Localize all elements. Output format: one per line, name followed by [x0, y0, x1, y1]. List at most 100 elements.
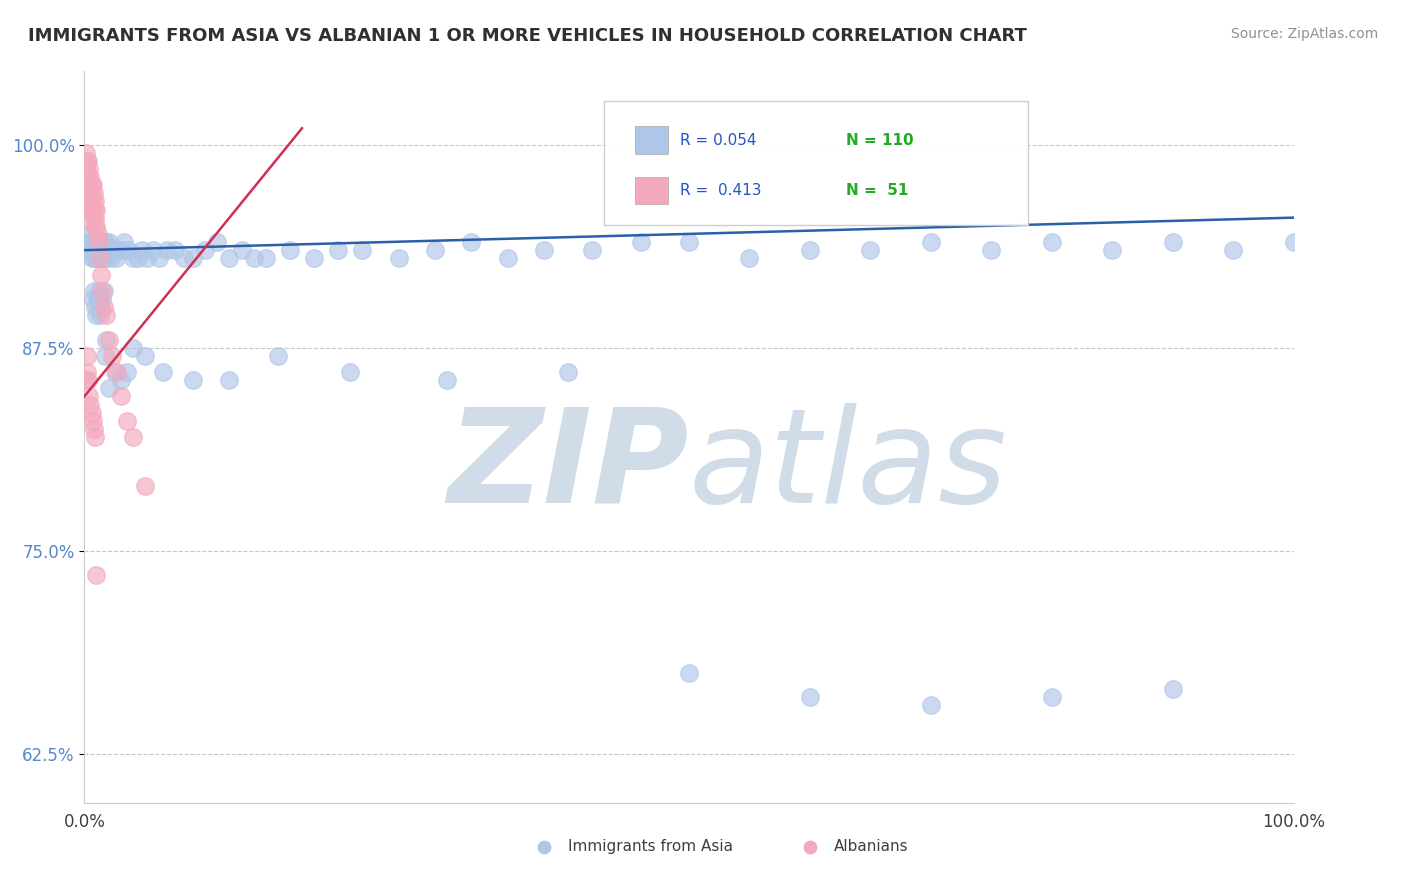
Point	[91, 284, 114, 298]
Point	[1040, 690, 1063, 705]
Point	[84, 300, 107, 314]
Point	[218, 252, 240, 266]
Point	[98, 243, 121, 257]
Point	[1222, 243, 1244, 257]
Point	[1161, 681, 1184, 696]
Point	[920, 235, 942, 249]
Point	[94, 243, 117, 257]
FancyBboxPatch shape	[605, 101, 1028, 225]
Point	[87, 284, 110, 298]
Point	[83, 422, 105, 436]
Point	[127, 252, 149, 266]
Point	[89, 252, 111, 266]
Point	[86, 568, 108, 582]
Point	[77, 194, 100, 209]
Point	[142, 243, 165, 257]
Point	[165, 243, 187, 257]
Point	[76, 153, 98, 168]
Point	[557, 365, 579, 379]
Point	[173, 252, 195, 266]
Text: Source: ZipAtlas.com: Source: ZipAtlas.com	[1230, 27, 1378, 41]
Point	[84, 211, 107, 225]
Point	[352, 243, 374, 257]
Text: Albanians: Albanians	[834, 839, 908, 855]
Point	[117, 243, 139, 257]
Text: R = 0.054: R = 0.054	[681, 133, 756, 147]
Point	[84, 194, 107, 209]
Point	[76, 365, 98, 379]
Point	[77, 169, 100, 184]
Text: N = 110: N = 110	[846, 133, 914, 147]
Point	[96, 243, 118, 257]
Point	[83, 202, 105, 217]
Point	[79, 398, 101, 412]
Point	[87, 243, 110, 257]
Point	[79, 169, 101, 184]
Point	[134, 479, 156, 493]
Point	[89, 308, 111, 322]
Point	[84, 235, 107, 249]
Point	[112, 235, 135, 249]
Point	[86, 219, 108, 233]
Point	[97, 235, 120, 249]
Point	[86, 308, 108, 322]
Point	[86, 235, 108, 249]
Point	[110, 243, 132, 257]
Point	[82, 235, 104, 249]
Point	[75, 161, 97, 176]
Point	[80, 235, 103, 249]
Point	[80, 252, 103, 266]
Point	[110, 373, 132, 387]
Point	[86, 202, 108, 217]
Point	[83, 284, 105, 298]
Point	[799, 243, 821, 257]
Point	[77, 161, 100, 176]
Point	[77, 153, 100, 168]
Point	[76, 178, 98, 193]
Point	[339, 365, 361, 379]
Point	[82, 211, 104, 225]
Point	[1040, 235, 1063, 249]
Point	[79, 202, 101, 217]
Point	[121, 252, 143, 266]
Point	[93, 252, 115, 266]
Point	[82, 178, 104, 193]
Point	[93, 284, 115, 298]
Point	[75, 373, 97, 387]
Point	[155, 243, 177, 257]
Point	[84, 243, 107, 257]
Point	[148, 252, 170, 266]
Point	[581, 243, 603, 257]
Point	[86, 227, 108, 241]
Point	[83, 243, 105, 257]
Point	[101, 349, 124, 363]
Point	[738, 252, 761, 266]
Point	[86, 243, 108, 257]
Point	[94, 252, 117, 266]
Point	[94, 349, 117, 363]
Point	[105, 365, 128, 379]
Point	[86, 252, 108, 266]
Point	[278, 243, 301, 257]
Point	[100, 252, 122, 266]
Point	[97, 333, 120, 347]
Point	[80, 186, 103, 201]
Point	[89, 243, 111, 257]
Point	[82, 414, 104, 428]
Point	[91, 252, 114, 266]
Point	[77, 389, 100, 403]
Point	[77, 373, 100, 387]
Point	[533, 243, 555, 257]
Point	[83, 186, 105, 201]
Point	[97, 381, 120, 395]
Point	[678, 235, 700, 249]
Text: ZIP: ZIP	[447, 403, 689, 530]
Point	[83, 235, 105, 249]
Point	[90, 252, 112, 266]
Point	[678, 665, 700, 680]
Point	[79, 243, 101, 257]
Point	[254, 252, 277, 266]
Point	[207, 235, 229, 249]
Bar	[634, 127, 668, 154]
Point	[104, 252, 127, 266]
